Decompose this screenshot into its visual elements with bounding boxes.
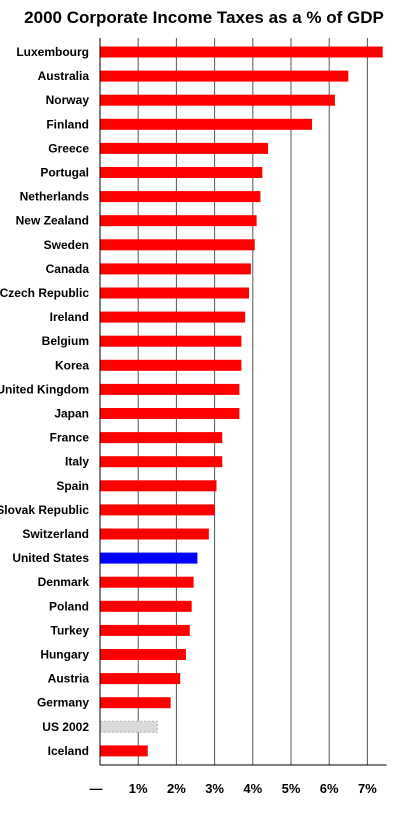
x-tick-label: 4% xyxy=(243,781,262,796)
category-label: United States xyxy=(12,551,89,565)
bar-italy xyxy=(100,456,223,468)
category-label: Netherlands xyxy=(20,190,90,204)
category-label: US 2002 xyxy=(42,720,89,734)
grid-lines xyxy=(137,38,368,765)
category-label: Portugal xyxy=(40,166,89,180)
bar-canada xyxy=(100,263,251,275)
bar-norway xyxy=(100,94,335,106)
category-label: New Zealand xyxy=(16,214,89,228)
bar-switzerland xyxy=(100,528,209,540)
category-label: Norway xyxy=(46,93,90,107)
category-label: Poland xyxy=(49,599,89,613)
x-tick-label: 3% xyxy=(205,781,224,796)
bar-austria xyxy=(100,673,181,685)
category-label: Luxembourg xyxy=(16,45,89,59)
category-label: Germany xyxy=(37,696,89,710)
category-label: Greece xyxy=(48,141,89,155)
category-label: France xyxy=(50,431,90,445)
bar-new-zealand xyxy=(100,215,257,227)
bar-iceland xyxy=(100,745,148,757)
category-label: Denmark xyxy=(38,575,90,589)
bar-germany xyxy=(100,697,171,709)
bar-ireland xyxy=(100,311,246,323)
x-tick-label: 2% xyxy=(167,781,186,796)
x-tick-label: 1% xyxy=(129,781,148,796)
bar-czech-republic xyxy=(100,287,249,299)
category-label: Australia xyxy=(38,69,90,83)
category-label: Ireland xyxy=(50,310,89,324)
category-label: Czech Republic xyxy=(0,286,89,300)
category-label: Spain xyxy=(56,479,89,493)
bar-belgium xyxy=(100,335,242,347)
bar-netherlands xyxy=(100,191,261,203)
category-label: Slovak Republic xyxy=(0,503,89,517)
category-labels: Luxembourg Australia Norway Finland Greece Po… xyxy=(0,45,89,758)
x-tick-label: — xyxy=(90,781,103,796)
bar-slovak-republic xyxy=(100,504,215,516)
category-label: Sweden xyxy=(44,238,89,252)
bar-united-kingdom xyxy=(100,383,240,395)
bar-denmark xyxy=(100,576,194,588)
category-label: Turkey xyxy=(51,623,90,637)
bar-finland xyxy=(100,118,313,130)
category-label: Italy xyxy=(65,455,89,469)
bar-australia xyxy=(100,70,349,82)
category-label: Switzerland xyxy=(22,527,89,541)
category-label: Hungary xyxy=(40,648,89,662)
bar-united-states xyxy=(100,552,198,564)
category-label: Finland xyxy=(46,117,89,131)
x-axis: — 1% 2% 3% 4% 5% 6% 7% xyxy=(90,38,387,796)
bar-greece xyxy=(100,142,269,154)
category-label: Iceland xyxy=(48,744,89,758)
bar-poland xyxy=(100,600,192,612)
bar-turkey xyxy=(100,624,190,636)
bar-portugal xyxy=(100,167,263,178)
bar-japan xyxy=(100,408,240,419)
category-label: United Kingdom xyxy=(0,382,89,396)
bar-spain xyxy=(100,480,217,492)
category-label: Austria xyxy=(48,672,90,686)
category-label: Canada xyxy=(46,262,90,276)
bar-france xyxy=(100,432,223,444)
bars xyxy=(99,46,383,757)
x-tick-label: 7% xyxy=(358,781,377,796)
category-label: Japan xyxy=(54,407,89,421)
chart-title: 2000 Corporate Income Taxes as a % of GD… xyxy=(24,8,384,27)
bar-korea xyxy=(100,359,242,371)
bar-sweden xyxy=(100,239,255,251)
x-tick-label: 5% xyxy=(282,781,301,796)
category-label: Korea xyxy=(55,358,89,372)
category-label: Belgium xyxy=(42,334,89,348)
bar-luxembourg xyxy=(100,46,383,58)
bar-us-2002 xyxy=(99,720,158,733)
bar-hungary xyxy=(100,649,186,660)
x-tick-label: 6% xyxy=(320,781,339,796)
